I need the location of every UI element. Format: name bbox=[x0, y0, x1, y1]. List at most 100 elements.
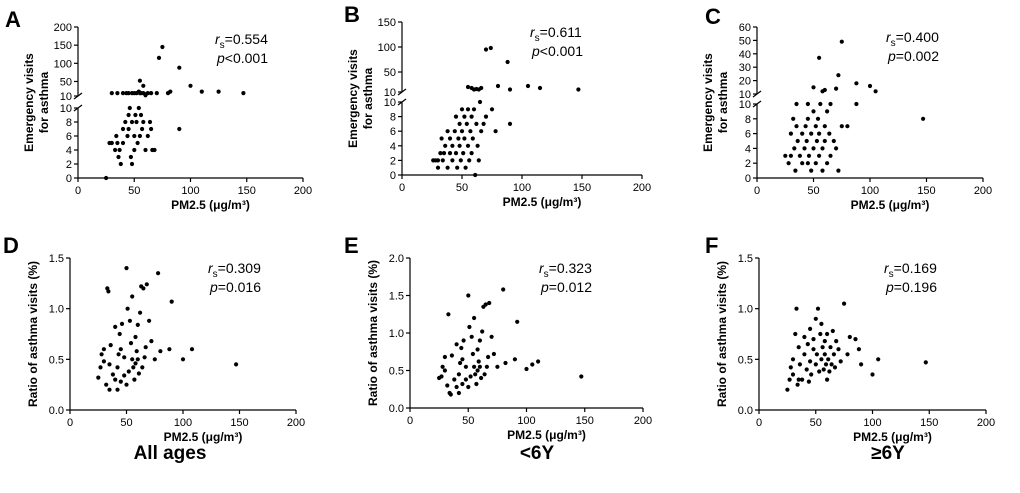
data-point bbox=[836, 168, 841, 173]
data-point bbox=[845, 124, 850, 129]
data-point bbox=[147, 119, 153, 125]
data-point bbox=[448, 392, 453, 397]
data-point bbox=[479, 129, 484, 134]
data-point bbox=[468, 374, 473, 379]
data-point bbox=[811, 347, 816, 352]
data-point bbox=[923, 360, 928, 365]
rs-symbol: r bbox=[208, 260, 214, 276]
data-point bbox=[856, 347, 862, 352]
data-point bbox=[817, 55, 822, 60]
data-point bbox=[134, 349, 139, 354]
data-point bbox=[126, 126, 131, 132]
data-point bbox=[793, 168, 798, 173]
data-point bbox=[438, 151, 443, 156]
data-point bbox=[475, 368, 480, 373]
data-point bbox=[120, 126, 126, 132]
data-point bbox=[820, 345, 825, 350]
data-point bbox=[486, 354, 491, 360]
data-point bbox=[790, 357, 796, 362]
data-point bbox=[815, 306, 821, 311]
data-point bbox=[466, 293, 471, 298]
panel-e: E 0.0 0.5 1.0 1.5 2.0 0 50 100 150 200 PM2.5 (μg/m³… bbox=[344, 233, 652, 442]
data-point bbox=[470, 351, 475, 357]
x-tick-label: 150 bbox=[917, 185, 935, 197]
p-value: =0.002 bbox=[896, 48, 939, 64]
data-point bbox=[143, 345, 148, 350]
data-point bbox=[854, 101, 859, 107]
rs-subscript: s bbox=[891, 38, 896, 49]
data-point bbox=[447, 151, 453, 156]
x-axis-title-name: PM2.5 bbox=[503, 195, 541, 209]
x-axis-title: PM2.5 (μg/m³) bbox=[503, 195, 582, 209]
y-tick-label: 60 bbox=[739, 22, 751, 34]
data-point bbox=[234, 362, 239, 367]
data-point bbox=[839, 39, 844, 44]
data-point bbox=[462, 136, 467, 141]
data-point bbox=[474, 121, 479, 126]
data-point bbox=[125, 133, 130, 139]
data-point bbox=[450, 143, 455, 148]
data-point bbox=[818, 331, 823, 337]
data-point bbox=[825, 377, 830, 382]
data-point bbox=[459, 345, 464, 351]
data-point bbox=[131, 365, 136, 370]
y-axis-title-line: for asthma bbox=[716, 72, 730, 134]
data-point bbox=[821, 367, 826, 372]
data-point bbox=[149, 126, 154, 132]
data-point bbox=[120, 140, 126, 146]
data-point bbox=[512, 357, 518, 362]
data-point bbox=[806, 153, 812, 158]
data-point bbox=[834, 146, 839, 151]
data-point bbox=[137, 78, 142, 83]
data-point bbox=[140, 126, 145, 132]
data-point bbox=[838, 359, 843, 364]
data-point bbox=[827, 131, 832, 136]
data-point bbox=[805, 101, 811, 107]
data-point bbox=[128, 154, 133, 160]
data-point bbox=[132, 133, 137, 139]
x-axis-title: PM2.5 (μg/m³) bbox=[171, 198, 250, 212]
data-point bbox=[472, 315, 477, 321]
data-point bbox=[149, 91, 154, 96]
data-point bbox=[455, 165, 460, 170]
data-point bbox=[158, 349, 163, 354]
rs-symbol: r bbox=[884, 260, 890, 276]
data-point bbox=[483, 114, 489, 119]
data-point bbox=[113, 147, 118, 153]
p-value: =0.012 bbox=[549, 279, 592, 295]
data-point bbox=[138, 112, 144, 118]
panel-d: D 0.0 0.5 1.0 1.5 0 50 100 150 200 PM2.5 (μg/m³) Ra… bbox=[3, 233, 305, 444]
rs-value: =0.554 bbox=[225, 31, 268, 47]
data-point bbox=[458, 360, 463, 366]
data-point bbox=[126, 91, 131, 96]
rs-symbol: r bbox=[539, 260, 545, 276]
data-point bbox=[465, 143, 471, 148]
data-point bbox=[447, 136, 453, 141]
y-tick-label: 150 bbox=[378, 17, 396, 29]
y-tick-label: 1.5 bbox=[49, 253, 64, 265]
data-point bbox=[469, 334, 474, 339]
data-point bbox=[507, 121, 513, 126]
x-tick-label: 0 bbox=[756, 417, 762, 429]
p-statistic: p=0.196 bbox=[885, 279, 937, 295]
data-point bbox=[813, 161, 818, 166]
data-point bbox=[457, 121, 462, 126]
data-point bbox=[130, 357, 135, 362]
p-symbol: p bbox=[885, 279, 894, 295]
p-symbol: p bbox=[887, 48, 896, 64]
data-point bbox=[839, 124, 844, 129]
data-point bbox=[169, 299, 174, 304]
data-point bbox=[790, 372, 796, 377]
data-point bbox=[576, 87, 581, 92]
data-point bbox=[847, 334, 852, 340]
rs-statistic: rs=0.323 bbox=[539, 260, 592, 280]
y-tick-label: 0 bbox=[66, 173, 72, 185]
data-point bbox=[98, 365, 103, 370]
p-statistic: p<0.001 bbox=[216, 50, 268, 66]
data-point bbox=[800, 161, 805, 166]
data-point bbox=[442, 368, 447, 373]
y-tick-label: 0.0 bbox=[389, 403, 404, 415]
data-point bbox=[467, 324, 472, 330]
y-tick-label: 10 bbox=[739, 89, 751, 101]
data-point bbox=[449, 353, 454, 358]
